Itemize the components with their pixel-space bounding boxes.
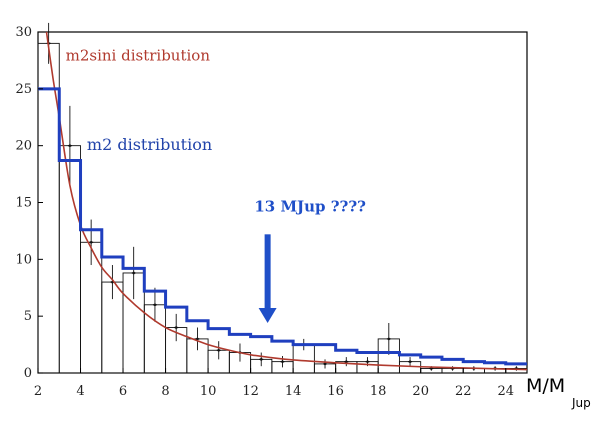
x-axis-label-subscript: Jup bbox=[571, 396, 591, 410]
error-bar bbox=[386, 322, 391, 355]
error-bar bbox=[152, 287, 157, 322]
x-axis-ticks: 2 4 6 8 10 12 14 16 18 20 22 24 bbox=[34, 368, 514, 399]
error-bar bbox=[344, 357, 349, 367]
x-tick-label: 6 bbox=[119, 384, 127, 399]
x-tick-label: 2 bbox=[34, 384, 42, 399]
x-tick-label: 22 bbox=[455, 384, 472, 399]
m2-label: m2 distribution bbox=[87, 135, 212, 154]
error-bar bbox=[259, 352, 264, 367]
y-tick-label: 30 bbox=[15, 25, 32, 40]
y-tick-label: 20 bbox=[15, 139, 32, 154]
x-tick-label: 4 bbox=[76, 384, 84, 399]
y-tick-label: 15 bbox=[15, 196, 32, 211]
error-bar bbox=[67, 105, 72, 186]
x-tick-label: 12 bbox=[242, 384, 259, 399]
y-tick-label: 10 bbox=[15, 252, 32, 267]
x-tick-label: 18 bbox=[370, 384, 387, 399]
error-bar bbox=[131, 246, 136, 300]
y-tick-label: 25 bbox=[15, 82, 32, 97]
y-axis-ticks: 0 5 10 15 20 25 30 bbox=[15, 25, 43, 381]
m2sini-label: m2sini distribution bbox=[66, 46, 211, 64]
error-bar bbox=[174, 313, 179, 342]
x-tick-label: 14 bbox=[285, 384, 302, 399]
m2-step-line bbox=[38, 87, 527, 366]
error-bar bbox=[89, 219, 94, 266]
x-tick-label: 10 bbox=[200, 384, 217, 399]
m2sini-curve bbox=[45, 31, 528, 371]
error-bar bbox=[323, 359, 328, 369]
x-tick-label: 16 bbox=[327, 384, 344, 399]
error-bar bbox=[280, 355, 285, 368]
error-bar bbox=[195, 327, 200, 351]
x-tick-label: 8 bbox=[161, 384, 169, 399]
error-bars bbox=[46, 22, 519, 371]
error-bar bbox=[408, 357, 413, 367]
down-arrow-icon bbox=[258, 234, 277, 323]
y-tick-label: 0 bbox=[24, 366, 32, 381]
y-tick-label: 5 bbox=[24, 309, 32, 324]
x-tick-label: 20 bbox=[412, 384, 429, 399]
x-axis-label: M/M bbox=[526, 375, 565, 397]
x-tick-label: 24 bbox=[497, 384, 514, 399]
error-bar bbox=[216, 341, 221, 360]
arrow-annotation-label: 13 MJup ???? bbox=[254, 198, 366, 216]
